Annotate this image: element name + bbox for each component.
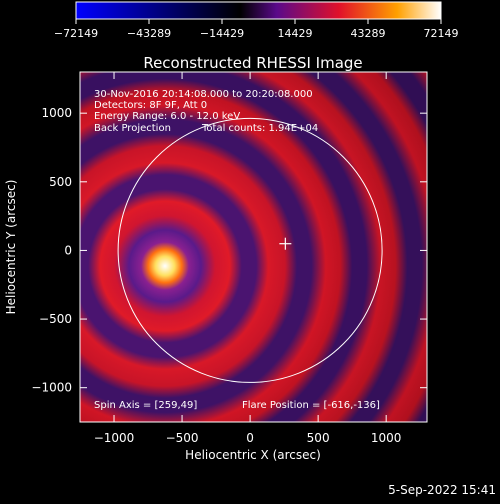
y-tick-label: −500 bbox=[39, 312, 72, 326]
colorbar-tick-label: −14429 bbox=[200, 27, 244, 40]
x-tick-label: 0 bbox=[246, 431, 254, 445]
plot-frame bbox=[79, 71, 428, 423]
annotation-time-range: 30-Nov-2016 20:14:08.000 to 20:20:08.000 bbox=[94, 89, 313, 100]
annotation-method: Back Projection bbox=[94, 123, 171, 134]
spin-axis-label: Spin Axis = [259,49] bbox=[94, 400, 197, 411]
colorbar-tick-label: 14429 bbox=[278, 27, 313, 40]
x-axis-label: Heliocentric X (arcsec) bbox=[185, 448, 321, 462]
x-tick-label: 500 bbox=[307, 431, 330, 445]
timestamp: 5-Sep-2022 15:41 bbox=[388, 483, 496, 497]
y-axis-label: Heliocentric Y (arcsec) bbox=[4, 180, 18, 315]
annotation-total-counts: Total counts: 1.94E+04 bbox=[201, 123, 318, 134]
solar-limb-circle bbox=[117, 117, 383, 383]
spin-axis-marker bbox=[279, 237, 292, 250]
heatmap-image bbox=[80, 72, 427, 422]
colorbar-ticks: −72149 −43289 −14429 14429 43289 72149 bbox=[54, 19, 459, 40]
y-tick-label: 0 bbox=[64, 243, 72, 257]
colorbar bbox=[75, 1, 442, 20]
x-tick-labels: −1000 −500 0 500 1000 bbox=[94, 431, 402, 445]
chart-title: Reconstructed RHESSI Image bbox=[143, 54, 362, 72]
x-tick-label: 1000 bbox=[371, 431, 402, 445]
y-tick-label: −1000 bbox=[31, 381, 72, 395]
y-tick-label: 500 bbox=[49, 175, 72, 189]
colorbar-tick-label: 43289 bbox=[351, 27, 386, 40]
colorbar-tick-label: −72149 bbox=[54, 27, 98, 40]
y-tick-labels: −1000 −500 0 500 1000 bbox=[31, 106, 72, 395]
axis-ticks bbox=[80, 72, 427, 422]
x-tick-label: −500 bbox=[166, 431, 199, 445]
colorbar-tick-label: 72149 bbox=[424, 27, 459, 40]
y-tick-label: 1000 bbox=[41, 106, 72, 120]
x-tick-label: −1000 bbox=[94, 431, 135, 445]
annotation-energy-range: Energy Range: 6.0 - 12.0 keV bbox=[94, 111, 240, 122]
flare-position-label: Flare Position = [-616,-136] bbox=[242, 400, 380, 411]
colorbar-tick-label: −43289 bbox=[127, 27, 171, 40]
annotation-detectors: Detectors: 8F 9F, Att 0 bbox=[94, 100, 207, 111]
